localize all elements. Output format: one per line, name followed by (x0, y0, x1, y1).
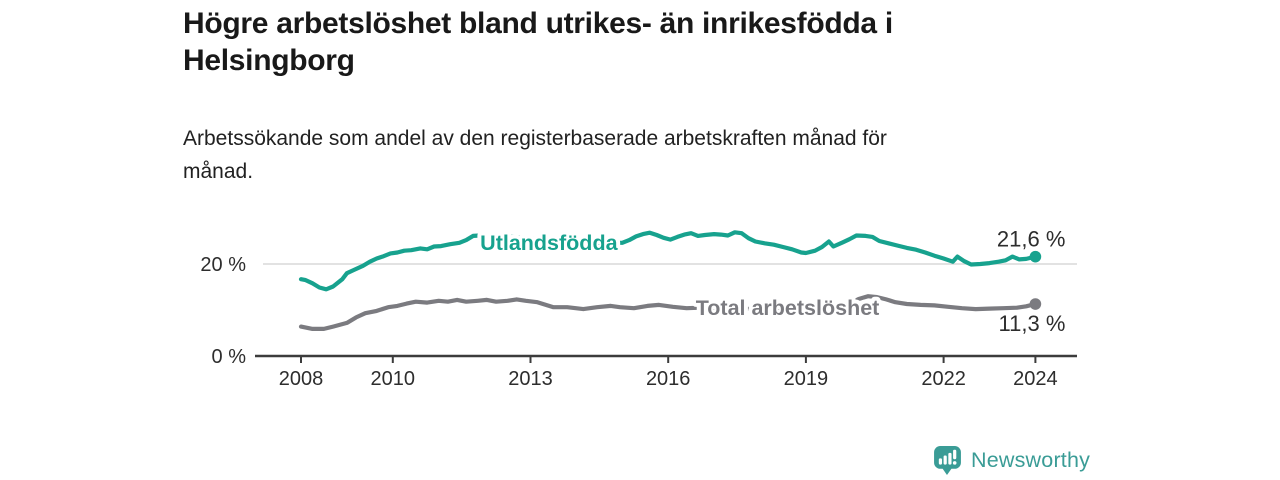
series-end-value-label: 21,6 % (997, 227, 1066, 252)
newsworthy-logo: Newsworthy (933, 444, 1090, 476)
newsworthy-speech-bubble-bar-chart-icon (934, 445, 961, 475)
series-line-utlandsfodda (298, 230, 1038, 292)
page-title-line1: Högre arbetslöshet bland utrikes- än inr… (183, 7, 893, 40)
series-end-dot-utlandsfodda (1029, 250, 1042, 263)
y-axis-label: 0 % (212, 346, 247, 368)
chart-subtitle-line2: månad. (183, 160, 254, 183)
page-title-line2: Helsingborg (183, 44, 355, 77)
brand-name: Newsworthy (971, 447, 1091, 472)
chart-subtitle: Arbetssökande som andel av den registerb… (183, 122, 1083, 188)
x-axis-label: 2008 (279, 368, 324, 390)
series-end-dot-total (1029, 298, 1042, 310)
x-axis-label: 2022 (921, 368, 966, 390)
series-inline-label: Utlandsfödda (480, 231, 618, 255)
page-title: Högre arbetslöshet bland utrikes- än inr… (183, 5, 1143, 79)
x-axis-label: 2010 (371, 368, 416, 390)
series-end-value-label: 11,3 % (999, 311, 1066, 336)
y-axis-label: 20 % (200, 254, 246, 276)
x-axis-label: 2016 (646, 368, 691, 390)
x-axis-label: 2019 (784, 368, 829, 390)
x-axis-label: 2024 (1013, 368, 1058, 390)
series-line-total (298, 294, 1038, 331)
series-inline-label: Total arbetslöshet (696, 296, 880, 320)
chart-subtitle-line1: Arbetssökande som andel av den registerb… (183, 127, 887, 150)
x-axis-label: 2013 (508, 368, 553, 390)
